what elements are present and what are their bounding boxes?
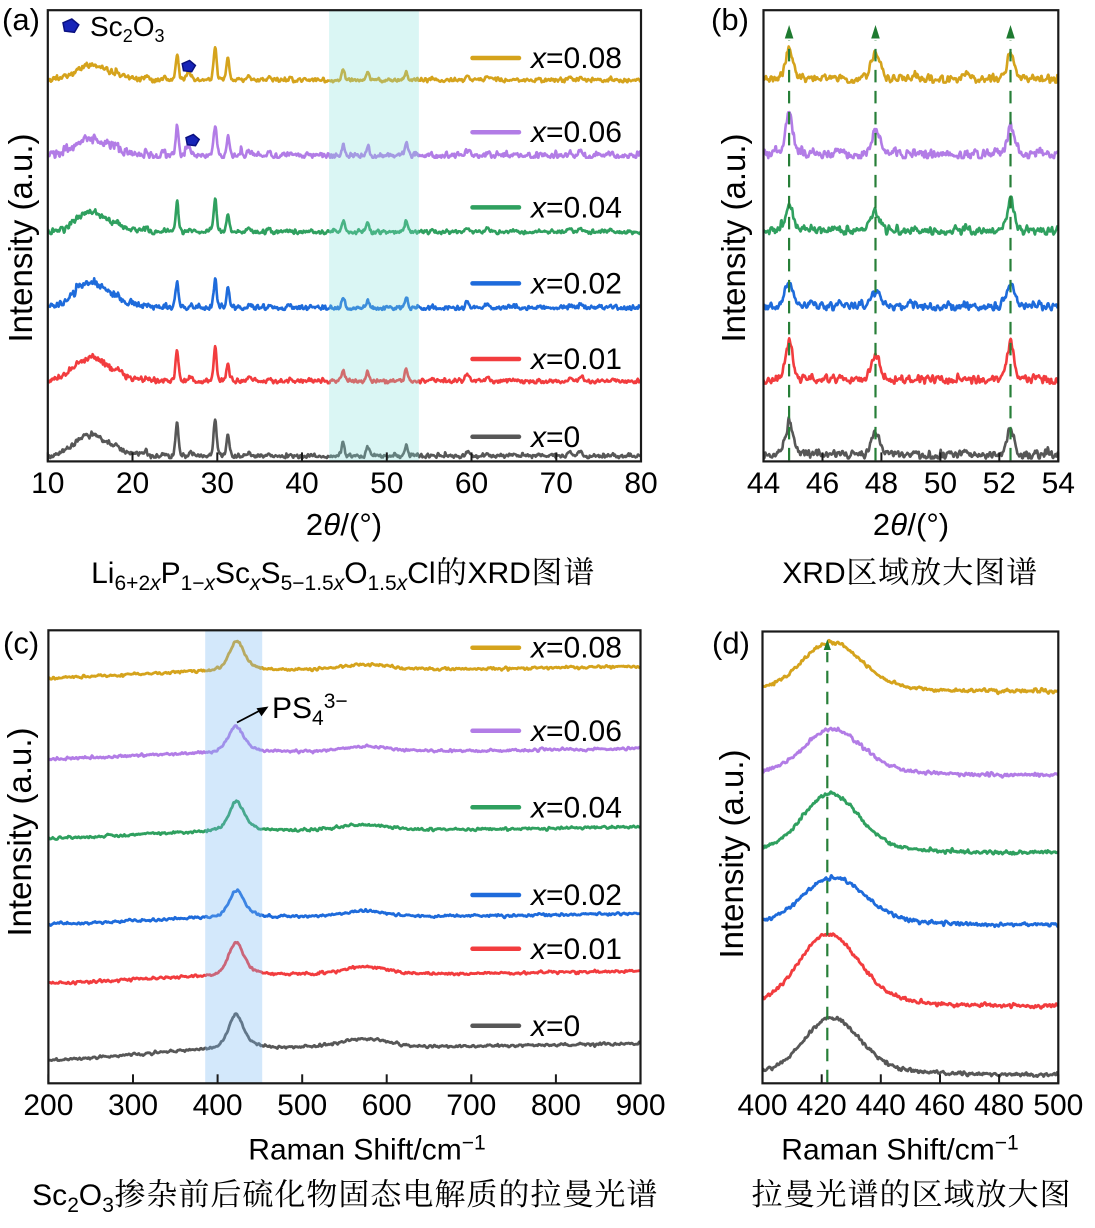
svg-text:Raman Shift/cm: Raman Shift/cm <box>248 1134 461 1167</box>
svg-text:x: x <box>529 791 547 824</box>
svg-text:500: 500 <box>277 1089 327 1122</box>
svg-text:46: 46 <box>806 467 839 500</box>
svg-text:O: O <box>344 557 367 590</box>
svg-text:O: O <box>133 11 155 42</box>
svg-text:=0.01: =0.01 <box>546 343 622 376</box>
svg-text:700: 700 <box>446 1089 496 1122</box>
svg-text:200: 200 <box>23 1089 73 1122</box>
svg-text:x: x <box>529 715 547 748</box>
svg-text:x: x <box>529 116 547 149</box>
svg-text:48: 48 <box>865 467 898 500</box>
svg-text:(b): (b) <box>711 2 749 37</box>
svg-text:50: 50 <box>370 467 403 500</box>
svg-text:−1: −1 <box>995 1132 1019 1155</box>
svg-text:=0: =0 <box>546 421 580 454</box>
svg-text:=0: =0 <box>546 1010 580 1043</box>
svg-text:Sc: Sc <box>32 1179 67 1212</box>
svg-text:Intensity (a.u.): Intensity (a.u.) <box>1 727 38 936</box>
svg-text:3: 3 <box>155 26 165 46</box>
svg-text:−1: −1 <box>462 1132 486 1155</box>
svg-text:/(°): /(°) <box>340 507 382 542</box>
svg-text:x: x <box>529 933 547 966</box>
svg-text:1.5: 1.5 <box>368 572 397 595</box>
svg-text:PS: PS <box>272 692 312 725</box>
svg-text:x: x <box>333 572 346 595</box>
svg-text:60: 60 <box>455 467 488 500</box>
svg-text:=0.04: =0.04 <box>546 191 622 224</box>
svg-text:x: x <box>529 879 547 912</box>
svg-text:θ: θ <box>890 507 907 542</box>
svg-text:52: 52 <box>983 467 1016 500</box>
svg-text:4: 4 <box>312 707 324 730</box>
svg-text:440: 440 <box>856 1089 906 1122</box>
svg-text:54: 54 <box>1042 467 1075 500</box>
svg-text:70: 70 <box>540 467 573 500</box>
svg-text:(d): (d) <box>712 626 750 661</box>
svg-text:500: 500 <box>1033 1089 1083 1122</box>
svg-text:=0.06: =0.06 <box>546 116 622 149</box>
svg-text:Intensity (a.u.): Intensity (a.u.) <box>715 133 752 342</box>
svg-text:40: 40 <box>285 467 318 500</box>
svg-text:x: x <box>529 267 547 300</box>
svg-text:(a): (a) <box>2 2 40 37</box>
svg-text:1−: 1− <box>181 572 205 595</box>
svg-text:300: 300 <box>108 1089 158 1122</box>
svg-text:600: 600 <box>362 1089 412 1122</box>
svg-text:Intensity (a.u.): Intensity (a.u.) <box>713 749 750 958</box>
svg-text:400: 400 <box>737 1089 787 1122</box>
svg-text:2: 2 <box>873 507 890 542</box>
svg-text:x: x <box>529 421 547 454</box>
svg-text:S: S <box>261 557 281 590</box>
svg-text:x: x <box>149 572 162 595</box>
svg-text:50: 50 <box>924 467 957 500</box>
svg-text:3: 3 <box>102 1194 114 1217</box>
svg-text:P: P <box>161 557 181 590</box>
svg-text:x: x <box>529 42 547 75</box>
svg-text:O: O <box>79 1179 102 1212</box>
svg-text:=0.04: =0.04 <box>546 791 622 824</box>
svg-text:3−: 3− <box>324 690 348 713</box>
svg-text:=0.06: =0.06 <box>546 715 622 748</box>
svg-text:Intensity (a.u.): Intensity (a.u.) <box>2 133 39 342</box>
svg-text:800: 800 <box>531 1089 581 1122</box>
svg-text:2: 2 <box>306 507 323 542</box>
svg-text:x: x <box>529 191 547 224</box>
svg-text:420: 420 <box>797 1089 847 1122</box>
svg-text:6+2: 6+2 <box>115 572 151 595</box>
svg-text:x: x <box>529 1010 547 1043</box>
svg-text:XRD: XRD <box>468 557 531 590</box>
svg-text:20: 20 <box>116 467 149 500</box>
svg-text:80: 80 <box>624 467 657 500</box>
svg-text:=0.02: =0.02 <box>546 879 622 912</box>
svg-text:(c): (c) <box>3 626 39 661</box>
svg-text:x: x <box>396 572 409 595</box>
svg-text:2: 2 <box>67 1194 79 1217</box>
svg-text:=0.01: =0.01 <box>546 933 622 966</box>
svg-text:=0.08: =0.08 <box>546 632 622 665</box>
svg-text:460: 460 <box>915 1089 965 1122</box>
svg-text:θ: θ <box>323 507 340 542</box>
svg-text:x: x <box>529 632 547 665</box>
svg-text:x: x <box>204 572 217 595</box>
svg-text:x: x <box>249 572 262 595</box>
svg-text:2: 2 <box>123 26 133 46</box>
svg-text:=0.08: =0.08 <box>546 42 622 75</box>
svg-text:900: 900 <box>615 1089 665 1122</box>
svg-text:480: 480 <box>974 1089 1024 1122</box>
svg-text:Cl: Cl <box>407 557 435 590</box>
svg-text:XRD: XRD <box>782 557 845 590</box>
svg-text:5−1.5: 5−1.5 <box>281 572 334 595</box>
svg-text:Raman Shift/cm: Raman Shift/cm <box>781 1134 994 1167</box>
svg-text:30: 30 <box>201 467 234 500</box>
svg-text:=0.02: =0.02 <box>546 267 622 300</box>
svg-text:10: 10 <box>31 467 64 500</box>
svg-text:Sc: Sc <box>215 557 250 590</box>
svg-text:Sc: Sc <box>90 11 123 42</box>
svg-text:/(°): /(°) <box>907 507 949 542</box>
svg-text:44: 44 <box>747 467 780 500</box>
svg-text:x: x <box>529 343 547 376</box>
svg-text:Li: Li <box>91 557 114 590</box>
svg-text:400: 400 <box>193 1089 243 1122</box>
